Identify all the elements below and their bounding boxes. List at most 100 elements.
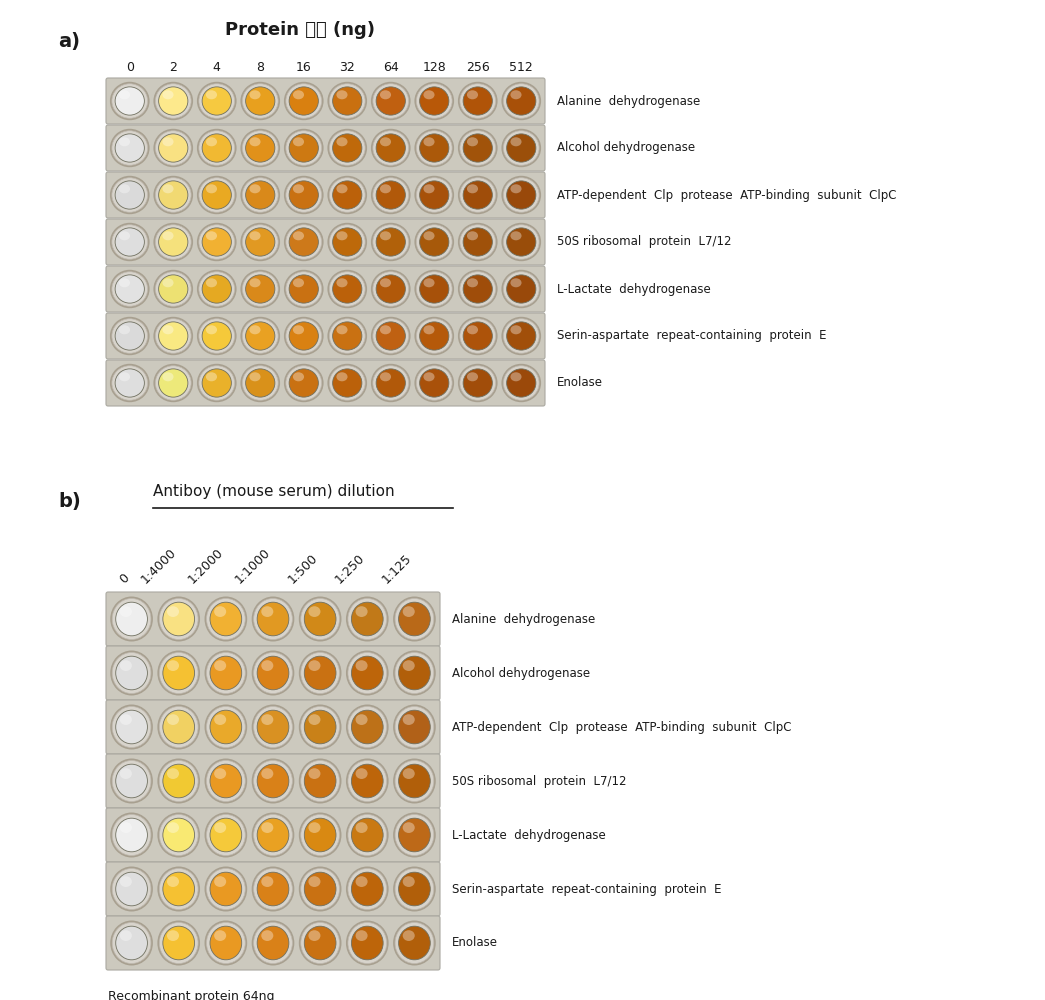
Ellipse shape [467,278,478,287]
Ellipse shape [261,930,274,941]
Ellipse shape [162,137,173,146]
Ellipse shape [210,656,241,690]
Ellipse shape [202,322,231,350]
Ellipse shape [240,270,280,308]
Text: 50S ribosomal  protein  L7/12: 50S ribosomal protein L7/12 [557,235,732,248]
Text: L-Lactate  dehydrogenase: L-Lactate dehydrogenase [557,282,711,296]
Ellipse shape [458,82,497,120]
Ellipse shape [373,84,409,118]
Ellipse shape [116,764,147,798]
Ellipse shape [115,369,144,397]
Ellipse shape [254,598,293,640]
Ellipse shape [420,275,449,303]
Ellipse shape [205,812,248,857]
Ellipse shape [289,369,319,397]
Ellipse shape [207,706,246,748]
Ellipse shape [116,602,147,636]
Ellipse shape [284,129,324,167]
Ellipse shape [206,90,217,99]
Ellipse shape [458,364,497,402]
Ellipse shape [460,131,495,165]
Ellipse shape [119,372,130,381]
Ellipse shape [467,325,478,334]
Ellipse shape [252,704,295,750]
Ellipse shape [423,278,435,287]
Ellipse shape [119,278,130,287]
Ellipse shape [371,317,411,355]
Ellipse shape [286,178,322,212]
Ellipse shape [371,176,411,214]
Ellipse shape [416,366,452,400]
Ellipse shape [348,814,387,856]
Ellipse shape [304,764,336,798]
Ellipse shape [160,922,199,964]
Ellipse shape [206,231,217,240]
Text: 0: 0 [125,61,134,74]
Ellipse shape [299,704,342,750]
Ellipse shape [163,926,194,960]
Ellipse shape [304,872,336,906]
Text: L-Lactate  dehydrogenase: L-Lactate dehydrogenase [452,828,606,842]
Ellipse shape [348,868,387,910]
Ellipse shape [415,270,455,308]
Ellipse shape [112,366,147,400]
Ellipse shape [304,656,336,690]
Ellipse shape [250,325,260,334]
Ellipse shape [423,137,435,146]
Ellipse shape [110,176,149,214]
FancyBboxPatch shape [106,646,440,700]
Ellipse shape [160,598,199,640]
Ellipse shape [250,231,260,240]
Ellipse shape [504,178,539,212]
Ellipse shape [380,90,391,99]
Ellipse shape [261,606,274,617]
Ellipse shape [112,652,150,694]
Ellipse shape [299,650,342,696]
Ellipse shape [254,706,293,748]
Ellipse shape [346,812,389,857]
Ellipse shape [199,84,234,118]
Ellipse shape [159,134,188,162]
Text: Alcohol dehydrogenase: Alcohol dehydrogenase [557,141,695,154]
Ellipse shape [393,920,436,966]
Ellipse shape [467,372,478,381]
Ellipse shape [199,225,234,259]
Ellipse shape [510,278,521,287]
Ellipse shape [348,598,387,640]
Ellipse shape [420,369,449,397]
Ellipse shape [202,134,231,162]
Ellipse shape [332,87,362,115]
Ellipse shape [160,814,199,856]
Ellipse shape [154,364,193,402]
Ellipse shape [463,134,492,162]
Ellipse shape [463,228,492,256]
Ellipse shape [210,710,241,744]
Ellipse shape [398,872,431,906]
Ellipse shape [250,372,260,381]
Ellipse shape [162,184,173,193]
Ellipse shape [110,920,153,966]
Ellipse shape [308,768,321,779]
Ellipse shape [332,322,362,350]
Ellipse shape [351,764,384,798]
Text: Protein 농도 (ng): Protein 농도 (ng) [225,21,375,39]
Ellipse shape [250,90,260,99]
Ellipse shape [196,364,236,402]
Ellipse shape [205,758,248,804]
Ellipse shape [214,876,226,887]
Ellipse shape [119,184,130,193]
Text: 128: 128 [422,61,446,74]
Ellipse shape [351,818,384,852]
Ellipse shape [463,181,492,209]
Ellipse shape [373,225,409,259]
Ellipse shape [460,84,495,118]
Text: 32: 32 [340,61,355,74]
Ellipse shape [423,372,435,381]
Ellipse shape [116,926,147,960]
Ellipse shape [205,704,248,750]
Text: b): b) [59,492,80,511]
Ellipse shape [250,278,260,287]
Ellipse shape [257,926,288,960]
Ellipse shape [207,760,246,802]
Text: Serin-aspartate  repeat-containing  protein  E: Serin-aspartate repeat-containing protei… [557,330,827,342]
